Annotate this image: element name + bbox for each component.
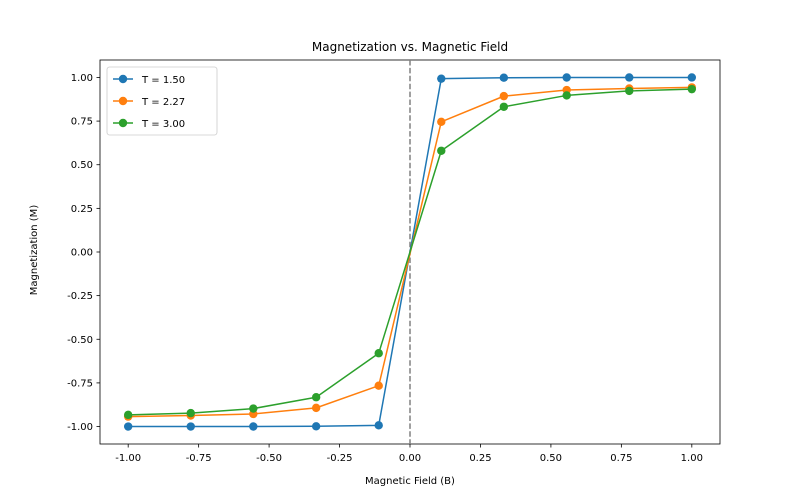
data-point: [687, 84, 697, 94]
legend-item: T = 3.00: [113, 118, 185, 130]
data-point: [625, 86, 634, 96]
x-tick-label: 0.50: [540, 453, 562, 464]
legend-swatch-marker: [118, 118, 128, 128]
y-tick-label: -0.50: [67, 335, 93, 346]
data-point: [311, 403, 321, 413]
series-line: [128, 88, 692, 416]
legend-item: T = 2.27: [113, 96, 185, 108]
x-tick-label: -0.75: [186, 453, 212, 464]
data-point: [311, 393, 321, 402]
x-axis-title: Magnetic Field (B): [365, 476, 455, 487]
data-point: [499, 91, 509, 101]
y-tick-label: -1.00: [67, 422, 93, 433]
data-point: [123, 422, 133, 431]
x-tick-label: -1.00: [115, 453, 141, 464]
x-tick-label: 0.25: [469, 453, 491, 464]
y-tick-label: -0.75: [67, 378, 93, 389]
legend-box: [106, 66, 218, 136]
x-tick-label: -0.25: [327, 453, 353, 464]
y-tick-label: 0.50: [71, 160, 93, 171]
data-point: [186, 408, 195, 418]
chart-title: Magnetization vs. Magnetic Field: [312, 40, 508, 54]
y-axis-title: Magnetization (M): [29, 205, 40, 296]
data-point: [374, 381, 383, 390]
x-tick-label: 0.75: [610, 453, 632, 464]
legend-item: T = 1.50: [113, 74, 185, 86]
data-point: [499, 102, 509, 111]
x-tick-label: -0.50: [256, 453, 282, 464]
y-tick-label: 0.75: [71, 117, 93, 128]
data-point: [687, 73, 697, 82]
data-point: [499, 73, 509, 82]
legend-label: T = 2.27: [141, 97, 185, 108]
legend-swatch-marker: [118, 96, 128, 106]
data-point: [374, 421, 383, 430]
plot-area: -1.00 -0.75 -0.50 -0.25 0.00 0.25 0.50 0.75 1.00…: [67, 59, 721, 464]
data-point: [437, 117, 446, 126]
x-tick-label: 1.00: [681, 453, 703, 464]
y-tick-label: 0.25: [71, 204, 93, 215]
data-point: [374, 349, 383, 358]
data-point: [437, 74, 446, 83]
legend-label: T = 3.00: [141, 119, 185, 130]
y-tick-label: 0.00: [71, 248, 93, 259]
data-point: [123, 410, 133, 420]
series-3: [123, 84, 697, 420]
data-point: [249, 422, 258, 431]
data-point: [625, 73, 634, 82]
data-point: [186, 422, 195, 431]
data-point: [437, 146, 446, 155]
data-point: [311, 422, 321, 431]
y-tick-label: -0.25: [67, 291, 93, 302]
legend-label: T = 1.50: [141, 75, 185, 86]
x-tick-label: 0.00: [399, 453, 421, 464]
legend: T = 1.50 T = 2.27 T = 3.00: [106, 66, 218, 136]
data-point: [249, 404, 258, 413]
data-point: [562, 91, 571, 100]
y-tick-label: 1.00: [71, 73, 93, 84]
data-point: [562, 73, 571, 82]
legend-swatch-marker: [118, 74, 128, 84]
